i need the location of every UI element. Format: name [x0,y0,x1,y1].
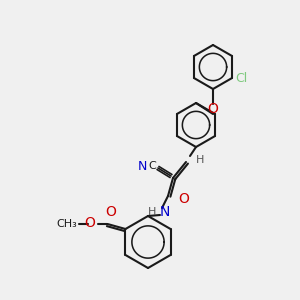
Text: H: H [148,207,156,217]
Text: CH₃: CH₃ [57,219,77,229]
Text: N: N [137,160,147,172]
Text: H: H [196,155,204,165]
Text: O: O [208,102,218,116]
Text: O: O [178,192,189,206]
Text: O: O [105,205,116,219]
Text: Cl: Cl [235,71,247,85]
Text: N: N [160,205,170,219]
Text: C: C [148,161,156,171]
Text: O: O [85,216,95,230]
